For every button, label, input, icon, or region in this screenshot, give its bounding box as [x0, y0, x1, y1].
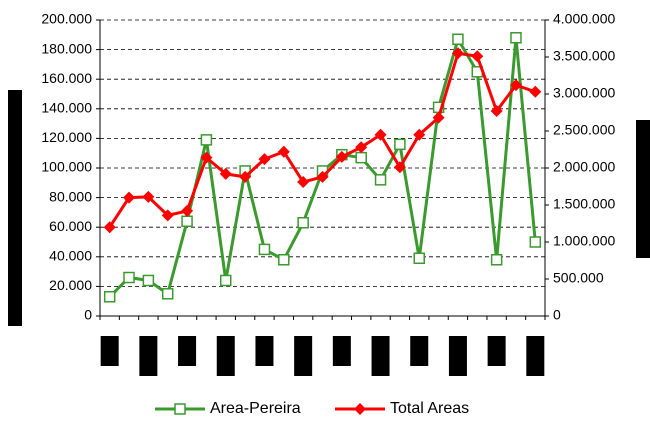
y-tick-label: 100.000: [41, 159, 92, 175]
redacted-x-label: [448, 336, 467, 376]
redacted-x-label: [332, 336, 351, 366]
y2-tick-label: 3.500.000: [553, 48, 615, 64]
data-point: [432, 111, 445, 124]
redacted-x-label: [216, 336, 235, 376]
data-point: [200, 134, 213, 146]
legend-label: Total Areas: [390, 400, 469, 417]
legend-marker: [174, 403, 186, 415]
data-point: [451, 47, 464, 60]
data-point: [413, 128, 426, 141]
data-point: [335, 150, 348, 163]
data-point: [510, 32, 522, 44]
redacted-x-label: [371, 336, 390, 376]
data-point: [239, 170, 252, 183]
y-tick-label: 140.000: [41, 100, 92, 116]
data-point: [278, 254, 290, 266]
y2-tick-label: 500.000: [553, 270, 604, 286]
redacted-x-label: [139, 336, 158, 376]
data-point: [355, 151, 367, 164]
y-tick-label: 80.000: [49, 188, 92, 204]
redacted-x-label: [100, 336, 119, 366]
y-tick-label: 60.000: [49, 218, 92, 234]
y-tick-label: 160.000: [41, 70, 92, 86]
data-point: [471, 50, 484, 63]
y2-tick-label: 3.000.000: [553, 85, 615, 101]
y-tick-label: 180.000: [41, 40, 92, 56]
data-point: [181, 204, 194, 217]
data-point: [220, 274, 232, 287]
data-point: [103, 221, 116, 234]
data-point: [529, 236, 542, 248]
y2-tick-label: 2.000.000: [553, 159, 615, 175]
data-point: [394, 138, 406, 151]
data-point: [142, 190, 155, 203]
y2-tick-label: 1.000.000: [553, 233, 615, 249]
data-point: [103, 291, 116, 303]
legend-marker: [354, 403, 366, 415]
redacted-x-label: [294, 336, 313, 376]
data-point: [490, 105, 503, 118]
data-point: [258, 153, 271, 166]
data-point: [161, 288, 174, 300]
data-point: [123, 191, 136, 204]
data-point: [509, 79, 522, 92]
data-point: [374, 128, 387, 141]
data-point: [297, 217, 309, 229]
data-point: [161, 209, 174, 222]
data-point: [316, 170, 329, 183]
redacted-x-label: [410, 336, 429, 366]
data-point: [181, 215, 193, 228]
redacted-y-title: [8, 90, 22, 326]
data-point: [200, 151, 213, 164]
y2-tick-label: 1.500.000: [553, 196, 615, 212]
data-point: [258, 243, 271, 256]
data-point: [297, 176, 310, 189]
y2-tick-label: 0: [553, 307, 561, 323]
data-point: [374, 174, 387, 186]
y-tick-label: 0: [84, 307, 92, 323]
redacted-x-label: [526, 336, 545, 376]
y-tick-label: 20.000: [49, 277, 92, 293]
data-point: [529, 85, 542, 98]
redacted-x-label: [255, 336, 274, 366]
y2-tick-label: 4.000.000: [553, 11, 615, 27]
data-point: [142, 274, 155, 287]
data-point: [219, 167, 232, 180]
data-point: [355, 141, 368, 154]
data-point: [123, 271, 135, 284]
redacted-x-label: [178, 336, 197, 366]
data-point: [277, 145, 290, 158]
y-tick-label: 120.000: [41, 129, 92, 145]
data-point: [490, 254, 503, 266]
y-tick-label: 200.000: [41, 11, 92, 27]
y2-tick-label: 2.500.000: [553, 122, 615, 138]
data-point: [393, 161, 406, 174]
redacted-x-label: [487, 336, 506, 366]
legend-label: Area-Pereira: [210, 400, 301, 417]
data-point: [413, 252, 425, 265]
redacted-y2-title: [636, 120, 650, 258]
data-point: [452, 33, 464, 45]
y-tick-label: 40.000: [49, 248, 92, 264]
